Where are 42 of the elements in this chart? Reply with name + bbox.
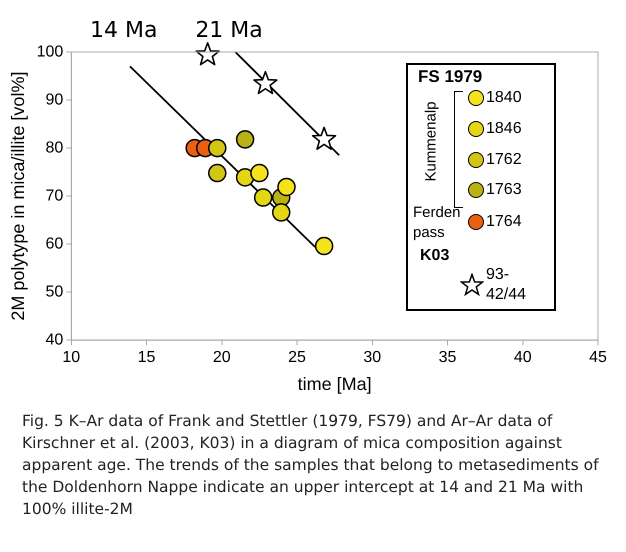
x-tick-label: 10	[62, 349, 80, 366]
legend-label: 93-42/44	[486, 265, 528, 305]
annotation: Kummenalp	[422, 100, 440, 184]
x-tick-label: 20	[212, 349, 231, 366]
legend-label: 1763	[486, 181, 522, 199]
y-tick-label: 60	[46, 236, 64, 253]
legend-label: 1762	[486, 151, 522, 169]
y-tick-label: 90	[46, 91, 64, 108]
y-tick-label: 50	[46, 284, 64, 301]
x-tick-label: 30	[363, 349, 382, 366]
x-tick-label: 45	[589, 349, 607, 366]
y-axis-title: 2M polytype in mica/illite [vol%]	[8, 72, 28, 321]
point	[195, 42, 220, 66]
text: 14 Ma	[90, 18, 158, 43]
x-axis-title: time [Ma]	[298, 374, 372, 394]
x-tick-label: 40	[514, 349, 532, 366]
legend-title: FS 1979	[418, 67, 482, 87]
annotation: Ferden pass	[413, 203, 462, 243]
caption: Fig. 5 K–Ar data of Frank and Stettler (1979, FS79) and Ar–Ar data of Kirschner et al. (2003, K03) in a diagram of mica composition against apparent age. The trends of the samples that belong to metasediments of the Doldenhorn Nappe indicate an upper intercept at 14 and 21 Ma with 100% illite-2M	[22, 411, 600, 520]
x-tick-label: 35	[438, 349, 457, 366]
text: 21 Ma	[195, 18, 263, 43]
point	[236, 130, 254, 149]
y-tick-label: 70	[46, 188, 64, 205]
y-tick-label: 40	[46, 332, 64, 349]
point	[254, 188, 272, 207]
point	[208, 164, 227, 182]
y-tick-label: 80	[46, 139, 64, 156]
point	[277, 178, 296, 196]
x-tick-label: 15	[138, 349, 156, 366]
point	[272, 203, 290, 222]
x-tick-label: 25	[288, 349, 306, 366]
point	[250, 164, 269, 182]
legend-label: 1840	[486, 89, 522, 107]
point	[236, 168, 254, 187]
point	[314, 236, 334, 256]
point	[253, 70, 278, 94]
y-tick-label: 100	[36, 43, 64, 60]
point	[312, 126, 336, 150]
legend-label: 1846	[486, 120, 522, 138]
annotation: K03	[420, 247, 450, 265]
legend-label: 1764	[486, 213, 522, 231]
point	[208, 138, 227, 158]
